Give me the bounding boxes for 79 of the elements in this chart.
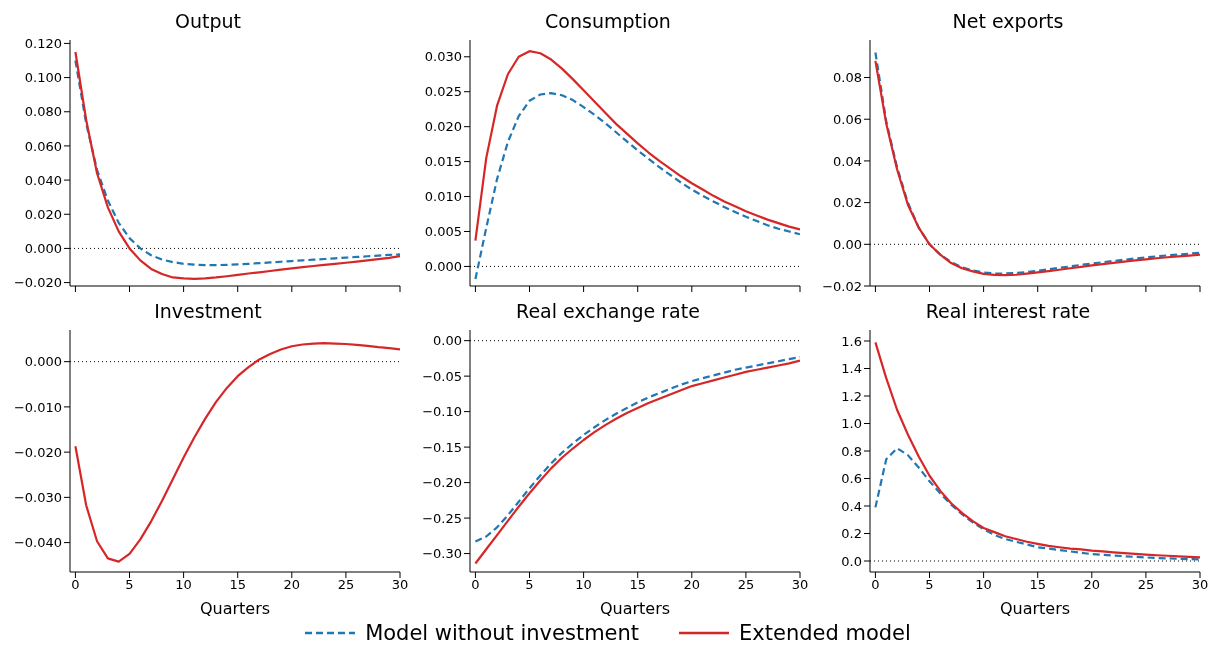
- y-tick-label: 1.2: [841, 388, 862, 404]
- y-tick-label: −0.15: [422, 439, 462, 455]
- x-tick-label: 5: [525, 577, 534, 593]
- y-tick-label: 0.120: [24, 36, 62, 52]
- x-tick-label: 20: [1083, 577, 1101, 593]
- chart-title: Net exports: [951, 9, 1065, 34]
- x-tick-label: 5: [925, 577, 934, 593]
- line-series: [474, 92, 800, 281]
- y-tick-label: −0.020: [13, 444, 62, 460]
- y-tick-label: −0.030: [13, 489, 62, 505]
- x-tick-label: 10: [975, 577, 992, 593]
- y-tick-label: −0.010: [13, 399, 62, 415]
- y-tick-label: 0.040: [24, 172, 62, 188]
- line-series: [474, 50, 800, 242]
- y-tick-label: 0.080: [24, 104, 62, 120]
- y-tick-label: 0.015: [424, 154, 462, 170]
- y-tick-label: 0.08: [833, 70, 862, 86]
- x-tick-label: 25: [337, 577, 355, 593]
- chart-title: Investment: [153, 299, 263, 324]
- x-tick-label: 25: [1137, 577, 1155, 593]
- y-tick-label: 0.025: [424, 84, 462, 100]
- y-tick-label: 1.4: [841, 361, 862, 377]
- y-tick-label: 0.06: [833, 111, 862, 127]
- y-tick-label: −0.02: [822, 278, 862, 294]
- y-tick-label: 0.4: [841, 498, 862, 514]
- y-tick-label: −0.30: [422, 546, 462, 562]
- y-tick-label: 0.8: [841, 443, 862, 459]
- y-tick-label: 0.020: [424, 119, 462, 135]
- legend-label: Extended model: [739, 621, 911, 645]
- legend-label: Model without investment: [365, 621, 640, 645]
- x-tick-label: 0: [71, 577, 80, 593]
- chart-title: Output: [174, 9, 242, 34]
- x-axis-title: Quarters: [599, 599, 671, 618]
- y-tick-label: 0.00: [433, 333, 462, 349]
- y-tick-label: 0.02: [833, 195, 862, 211]
- y-tick-label: 0.100: [24, 70, 62, 86]
- chart-title: Real exchange rate: [515, 299, 701, 324]
- y-tick-label: 0.00: [833, 236, 862, 252]
- x-tick-label: 15: [629, 577, 646, 593]
- y-tick-label: 0.0: [841, 553, 862, 569]
- x-tick-label: 30: [791, 577, 809, 593]
- y-tick-label: −0.25: [422, 510, 462, 526]
- line-series: [74, 342, 400, 563]
- y-tick-label: 0.060: [24, 138, 62, 154]
- x-tick-label: 20: [683, 577, 701, 593]
- y-tick-label: 0.000: [424, 259, 462, 275]
- x-tick-label: 10: [575, 577, 592, 593]
- y-tick-label: 0.000: [24, 354, 62, 370]
- x-tick-label: 0: [871, 577, 880, 593]
- line-series: [874, 447, 1200, 561]
- y-tick-label: 1.0: [841, 416, 862, 432]
- y-tick-label: −0.10: [422, 404, 462, 420]
- y-tick-label: −0.020: [13, 275, 62, 291]
- x-tick-label: 15: [229, 577, 246, 593]
- y-tick-label: 0.2: [841, 526, 862, 542]
- x-tick-label: 15: [1029, 577, 1046, 593]
- y-tick-label: 0.6: [841, 471, 862, 487]
- y-tick-label: 0.020: [24, 206, 62, 222]
- chart-title: Real interest rate: [924, 299, 1092, 324]
- x-tick-label: 30: [1191, 577, 1208, 593]
- x-tick-label: 25: [737, 577, 755, 593]
- y-tick-label: 0.000: [24, 241, 62, 257]
- y-tick-label: −0.05: [422, 368, 462, 384]
- line-series: [874, 341, 1200, 559]
- y-tick-label: 0.010: [424, 189, 462, 205]
- y-tick-label: −0.20: [422, 475, 462, 491]
- y-tick-label: 0.030: [424, 49, 462, 65]
- y-tick-label: 0.04: [833, 153, 862, 169]
- x-tick-label: 20: [283, 577, 301, 593]
- y-tick-label: 1.6: [841, 333, 862, 349]
- y-tick-label: 0.005: [424, 224, 462, 240]
- x-tick-label: 0: [471, 577, 480, 593]
- x-axis-title: Quarters: [999, 599, 1071, 618]
- x-axis-title: Quarters: [199, 599, 271, 618]
- x-tick-label: 10: [175, 577, 192, 593]
- x-tick-label: 30: [391, 577, 409, 593]
- y-tick-label: −0.040: [13, 535, 62, 551]
- x-tick-label: 5: [125, 577, 134, 593]
- chart-title: Consumption: [544, 9, 672, 34]
